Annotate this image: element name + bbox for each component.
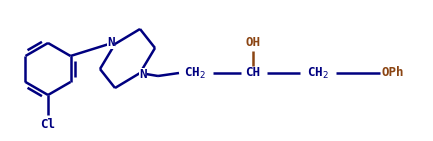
Text: OH: OH	[246, 37, 261, 49]
Text: CH$_2$: CH$_2$	[184, 65, 206, 81]
Text: CH: CH	[246, 67, 261, 80]
Text: N: N	[139, 69, 147, 81]
Text: Cl: Cl	[41, 118, 55, 132]
Text: OPh: OPh	[382, 67, 404, 80]
Text: CH$_2$: CH$_2$	[307, 65, 329, 81]
Text: N: N	[107, 36, 115, 49]
